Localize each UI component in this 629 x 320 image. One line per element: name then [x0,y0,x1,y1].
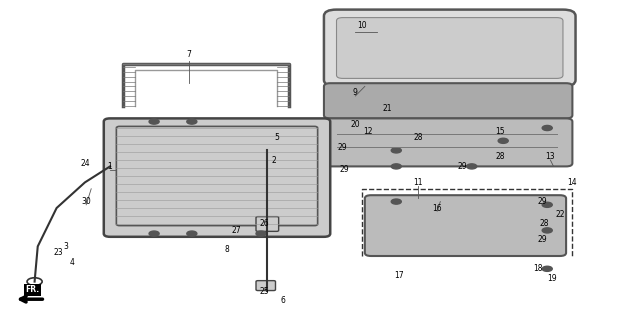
Circle shape [467,164,477,169]
Text: 30: 30 [81,197,91,206]
Text: 22: 22 [555,210,565,219]
Circle shape [542,202,552,207]
Text: 29: 29 [457,162,467,171]
Text: 26: 26 [259,220,269,228]
Circle shape [542,266,552,271]
Circle shape [391,164,401,169]
Text: 6: 6 [281,296,286,305]
Circle shape [391,199,401,204]
Circle shape [256,231,266,236]
Circle shape [187,231,197,236]
FancyBboxPatch shape [104,118,330,237]
FancyBboxPatch shape [256,281,276,291]
Circle shape [498,138,508,143]
Text: 8: 8 [224,245,229,254]
FancyBboxPatch shape [324,10,576,86]
Text: 29: 29 [537,197,547,206]
Circle shape [542,228,552,233]
Text: 14: 14 [567,178,577,187]
Text: 24: 24 [80,159,90,168]
Text: 27: 27 [231,226,241,235]
Text: 5: 5 [274,133,279,142]
Text: 20: 20 [350,120,360,129]
Circle shape [542,125,552,131]
Text: 12: 12 [363,127,373,136]
FancyBboxPatch shape [365,195,566,256]
Text: 28: 28 [495,152,505,161]
Text: 21: 21 [382,104,392,113]
Text: 17: 17 [394,271,404,280]
Text: 29: 29 [537,236,547,244]
Text: 3: 3 [64,242,69,251]
Circle shape [149,231,159,236]
Circle shape [149,119,159,124]
Text: 29: 29 [338,143,348,152]
Text: 18: 18 [533,264,543,273]
Text: 10: 10 [357,21,367,30]
Text: 29: 29 [339,165,349,174]
Text: 23: 23 [53,248,63,257]
Text: 28: 28 [539,220,549,228]
Circle shape [391,148,401,153]
Text: 15: 15 [495,127,505,136]
FancyBboxPatch shape [337,18,563,78]
Text: 28: 28 [413,133,423,142]
Text: 19: 19 [547,274,557,283]
Text: 16: 16 [432,204,442,212]
Text: 2: 2 [271,156,276,164]
Text: 4: 4 [70,258,75,267]
FancyBboxPatch shape [256,217,279,231]
Text: 1: 1 [108,162,113,171]
Text: 7: 7 [186,50,191,59]
Text: 9: 9 [353,88,358,97]
Text: 11: 11 [413,178,423,187]
Circle shape [187,119,197,124]
FancyBboxPatch shape [321,118,572,166]
FancyBboxPatch shape [324,83,572,118]
Text: 25: 25 [259,287,269,296]
Text: 13: 13 [545,152,555,161]
Text: FR.: FR. [26,285,40,294]
